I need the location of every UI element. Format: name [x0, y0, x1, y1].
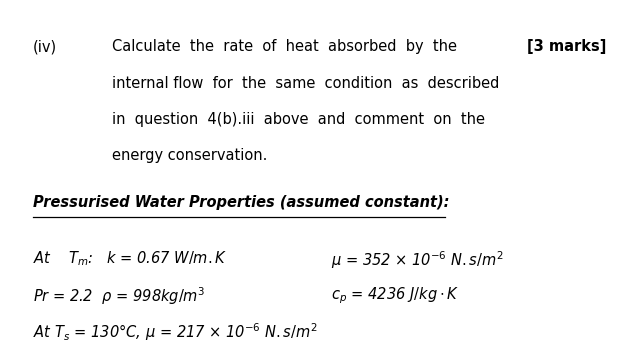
- Text: Calculate  the  rate  of  heat  absorbed  by  the: Calculate the rate of heat absorbed by t…: [112, 39, 457, 54]
- Text: $\mu$ = 352 $\times$ 10$^{-6}$ $N.s/m^2$: $\mu$ = 352 $\times$ 10$^{-6}$ $N.s/m^2$: [331, 249, 504, 271]
- Text: internal flow  for  the  same  condition  as  described: internal flow for the same condition as …: [112, 76, 499, 90]
- Text: energy conservation.: energy conservation.: [112, 148, 268, 163]
- Text: $Pr$ = 2.2  $\rho$ = 998$kg/m^3$: $Pr$ = 2.2 $\rho$ = 998$kg/m^3$: [33, 286, 205, 307]
- Text: $c_p$ = 4236 $J/kg \cdot K$: $c_p$ = 4236 $J/kg \cdot K$: [331, 286, 459, 306]
- Text: Pressurised Water Properties (assumed constant):: Pressurised Water Properties (assumed co…: [33, 195, 450, 211]
- Text: At $T_s$ = 130°C, $\mu$ = 217 $\times$ 10$^{-6}$ $N.s/m^2$: At $T_s$ = 130°C, $\mu$ = 217 $\times$ 1…: [33, 322, 318, 343]
- Text: At    $T_m$:   $k$ = 0.67 $W/m.K$: At $T_m$: $k$ = 0.67 $W/m.K$: [33, 249, 227, 268]
- Text: [3 marks]: [3 marks]: [527, 39, 606, 54]
- Text: in  question  4(b).iii  above  and  comment  on  the: in question 4(b).iii above and comment o…: [112, 112, 485, 127]
- Text: (iv): (iv): [33, 39, 57, 54]
